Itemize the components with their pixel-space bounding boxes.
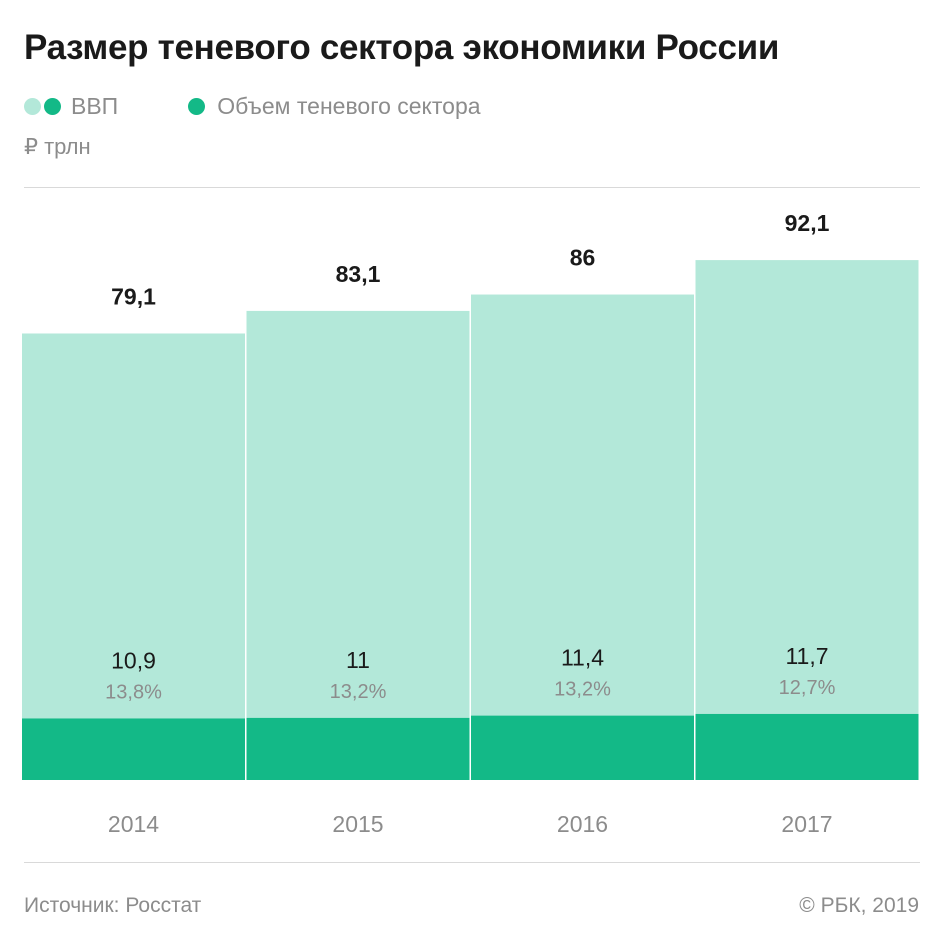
top-divider xyxy=(24,187,920,188)
gdp-value-label: 86 xyxy=(570,245,596,271)
legend-gdp-label: ВВП xyxy=(71,92,119,119)
shadow-share-label: 12,7% xyxy=(779,677,836,699)
shadow-value-label: 11 xyxy=(346,647,370,673)
shadow-bar xyxy=(22,718,245,780)
gdp-value-label: 92,1 xyxy=(785,210,830,236)
gdp-value-label: 79,1 xyxy=(111,283,156,309)
source-note: Источник: Росстат xyxy=(24,894,202,917)
shadow-value-label: 11,7 xyxy=(785,643,828,669)
shadow-bar xyxy=(246,717,470,780)
gdp-light-swatch xyxy=(24,97,41,115)
gdp-bar xyxy=(22,333,245,780)
year-tick-label: 2017 xyxy=(781,811,832,837)
legend: ВВП Объем теневого сектора xyxy=(24,92,481,120)
unit-label: ₽ трлн xyxy=(24,134,91,159)
shadow-share-label: 13,8% xyxy=(105,681,162,703)
copyright-note: © РБК, 2019 xyxy=(799,894,919,917)
chart-title: Размер теневого сектора экономики России xyxy=(24,28,780,67)
shadow-share-label: 13,2% xyxy=(330,681,387,703)
gdp-bar xyxy=(471,294,694,780)
shadow-value-label: 10,9 xyxy=(111,647,156,673)
year-tick-label: 2015 xyxy=(332,811,383,837)
legend-item-gdp: ВВП xyxy=(24,93,118,120)
legend-shadow-label: Объем теневого сектора xyxy=(217,92,481,119)
shadow-share-label: 13,2% xyxy=(554,679,611,701)
gdp-bar xyxy=(695,260,919,781)
shadow-bar xyxy=(471,715,694,780)
shadow-bar xyxy=(695,713,919,780)
gdp-dark-swatch xyxy=(44,97,61,115)
shadow-swatch xyxy=(188,97,206,115)
bottom-divider xyxy=(24,862,920,863)
gdp-value-label: 83,1 xyxy=(336,261,381,287)
legend-item-shadow: Объем теневого сектора xyxy=(188,92,481,120)
year-tick-label: 2014 xyxy=(108,811,159,837)
year-tick-label: 2016 xyxy=(557,811,608,837)
shadow-value-label: 11,4 xyxy=(561,645,604,671)
gdp-bar xyxy=(246,310,470,780)
